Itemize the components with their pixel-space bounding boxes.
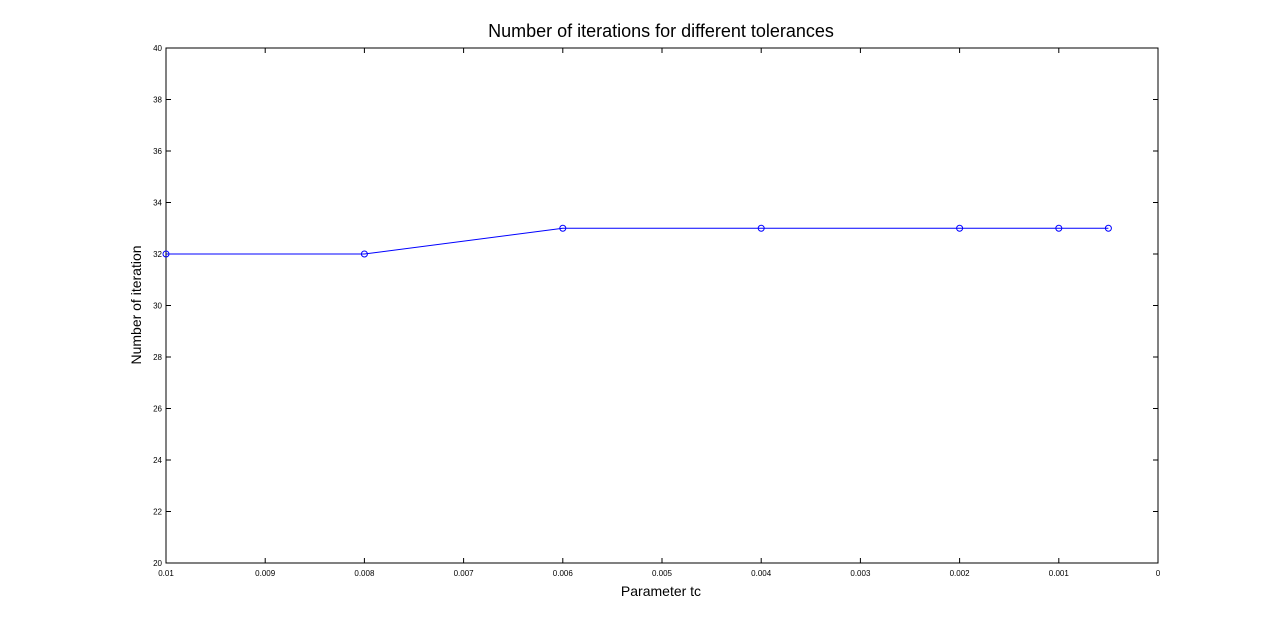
data-point	[1104, 224, 1112, 232]
y-tick-label: 28	[153, 353, 162, 362]
y-tick-label: 32	[153, 250, 162, 259]
y-tick-label: 40	[153, 44, 162, 53]
data-point	[1055, 224, 1063, 232]
x-tick-label: 0.009	[255, 569, 276, 578]
y-tick-label: 26	[153, 405, 162, 414]
series-layer	[162, 224, 1112, 258]
x-tick-label: 0.002	[950, 569, 971, 578]
data-point	[757, 224, 765, 232]
y-tick-label: 36	[153, 147, 162, 156]
data-point	[956, 224, 964, 232]
y-tick-label: 24	[153, 456, 162, 465]
x-tick-label: 0	[1156, 569, 1161, 578]
x-tick-label: 0.004	[751, 569, 772, 578]
y-tick-label: 38	[153, 96, 162, 105]
chart-title: Number of iterations for different toler…	[488, 21, 834, 41]
y-tick-label: 30	[153, 302, 162, 311]
y-axis: 20 22 24 26 28 30 32 34 36 38 40	[153, 44, 1158, 568]
x-tick-label: 0.005	[652, 569, 673, 578]
data-point	[162, 250, 170, 258]
x-axis-title: Parameter tc	[621, 583, 701, 599]
x-tick-label: 0.008	[354, 569, 375, 578]
x-tick-label: 0.01	[158, 569, 174, 578]
x-tick-label: 0.001	[1049, 569, 1070, 578]
x-tick-label: 0.007	[454, 569, 475, 578]
x-tick-label: 0.003	[850, 569, 871, 578]
y-tick-label: 22	[153, 508, 162, 517]
y-axis-title: Number of iteration	[128, 245, 144, 364]
y-tick-label: 34	[153, 199, 162, 208]
series-line	[166, 227, 1109, 255]
y-tick-label: 20	[153, 559, 162, 568]
plot-area	[165, 47, 1159, 564]
x-tick-label: 0.006	[553, 569, 574, 578]
data-point	[360, 250, 368, 258]
data-point	[559, 224, 567, 232]
x-axis: 0.01 0.009 0.008 0.007 0.006 0.005 0.004 0.003 0…	[158, 48, 1161, 578]
